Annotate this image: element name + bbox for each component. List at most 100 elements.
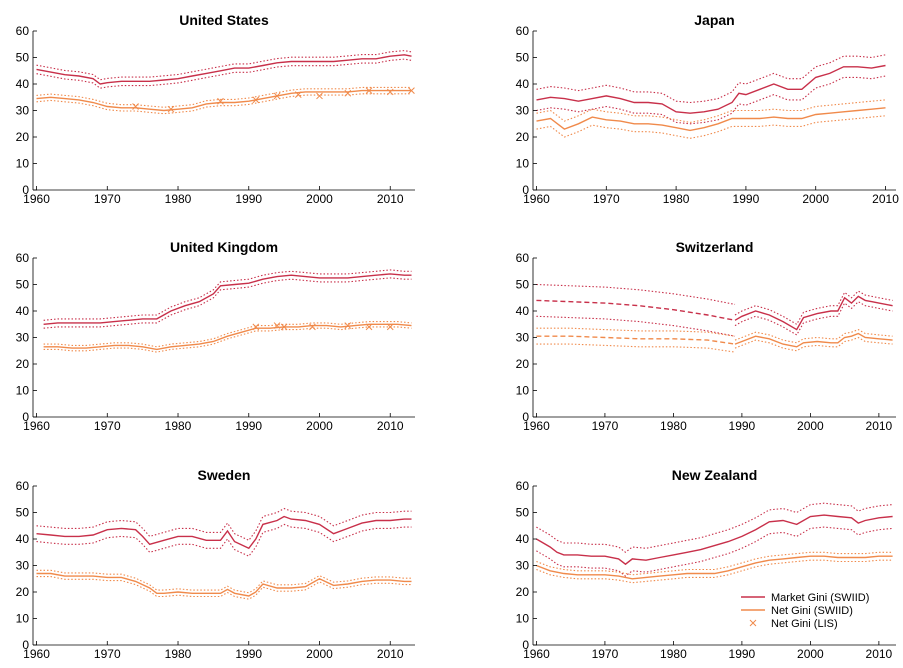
- net-gini-swiid-ci-upper: [536, 551, 893, 576]
- net-gini-swiid-ci-lower: [536, 115, 886, 139]
- y-tick-label: 30: [16, 331, 30, 345]
- y-tick-label: 20: [16, 357, 30, 371]
- net-gini-swiid-ci-lower: [36, 93, 412, 115]
- y-tick-label: 20: [16, 130, 30, 144]
- panel-switzerland: Switzerland 0 10 20 30 40 50 60 1960 1970 1980 1990…: [516, 239, 896, 433]
- lis-marker: [252, 323, 260, 331]
- lis-marker: [344, 322, 352, 329]
- x-tick-label: 1970: [94, 192, 121, 206]
- market-gini-swiid-ci-upper: [536, 502, 893, 553]
- net-gini-swiid-ci-upper: [36, 86, 412, 108]
- panel-united-states: United States 0 10 20 30 40 50 60 1960 1970 1980 19…: [16, 12, 415, 206]
- lis-marker: [273, 322, 281, 329]
- market-gini-swiid-ci-upper: [734, 290, 893, 326]
- x-tick-label: 2010: [377, 647, 404, 661]
- y-tick-label: 10: [516, 612, 530, 626]
- y-tick-label: 40: [516, 532, 530, 546]
- x-tick-label: 1970: [94, 419, 121, 433]
- panel-title: New Zealand: [672, 467, 758, 483]
- lis-marker: [344, 89, 352, 97]
- x-tick-label: 2010: [377, 419, 404, 433]
- y-tick-label: 40: [516, 77, 530, 91]
- panel-title: United Kingdom: [170, 239, 278, 255]
- y-tick-label: 50: [16, 51, 30, 65]
- x-tick-label: 2010: [866, 647, 893, 661]
- y-tick-label: 50: [516, 51, 530, 65]
- market-gini-swiid-ci-lower: [536, 75, 886, 125]
- market-gini-swiid-line: [43, 273, 412, 325]
- net-gini-swiid-line: [43, 323, 412, 351]
- panel-title: Sweden: [198, 467, 251, 483]
- y-tick-label: 50: [516, 278, 530, 292]
- y-tick-label: 0: [22, 410, 29, 424]
- lis-marker: [294, 91, 302, 98]
- y-tick-label: 20: [516, 130, 530, 144]
- x-tick-label: 2010: [866, 419, 893, 433]
- net-gini-swiid-line: [536, 555, 893, 580]
- y-tick-label: 30: [516, 559, 530, 573]
- x-tick-label: 1980: [660, 419, 687, 433]
- net-gini-swiid-line: [536, 107, 886, 132]
- market-gini-swiid-ci-upper: [36, 50, 412, 81]
- net-gini-swiid-ci-upper: [43, 321, 412, 348]
- market-gini-swiid-interpolated-ci-upper: [536, 283, 736, 305]
- x-tick-label: 1960: [523, 647, 550, 661]
- lis-marker: [408, 87, 415, 94]
- x-tick-label: 1980: [165, 647, 192, 661]
- y-tick-label: 10: [16, 384, 30, 398]
- y-tick-label: 40: [516, 304, 530, 318]
- x-tick-label: 1990: [235, 192, 262, 206]
- y-tick-label: 20: [516, 357, 530, 371]
- net-gini-swiid-ci-lower: [43, 326, 412, 353]
- x-tick-label: 2000: [306, 647, 333, 661]
- net-gini-swiid-interpolated-line: [536, 335, 736, 345]
- x-tick-label: 1990: [733, 192, 760, 206]
- lis-marker: [365, 323, 373, 331]
- y-tick-label: 40: [16, 532, 30, 546]
- market-gini-swiid-ci-upper: [43, 269, 412, 321]
- lis-marker: [386, 323, 394, 331]
- net-gini-swiid-ci-upper: [734, 328, 893, 344]
- x-tick-label: 1980: [663, 192, 690, 206]
- panel-title: United States: [179, 12, 269, 28]
- market-gini-swiid-interpolated-line: [536, 299, 736, 321]
- y-tick-label: 30: [16, 559, 30, 573]
- y-tick-label: 60: [16, 479, 30, 493]
- y-tick-label: 30: [16, 104, 30, 118]
- y-tick-label: 50: [16, 506, 30, 520]
- lis-marker: [386, 88, 394, 96]
- x-tick-label: 2000: [306, 419, 333, 433]
- x-tick-label: 1980: [165, 192, 192, 206]
- x-tick-label: 1980: [660, 647, 687, 661]
- y-tick-label: 30: [516, 331, 530, 345]
- panel-new-zealand: New Zealand 0 10 20 30 40 50 60 1960 1970 1980 1990…: [516, 467, 896, 661]
- x-tick-label: 1960: [23, 419, 50, 433]
- panel-united-kingdom: United Kingdom 0 10 20 30 40 50 60 1960 1970 1980 1…: [16, 239, 415, 433]
- y-tick-label: 30: [516, 104, 530, 118]
- x-tick-label: 1990: [235, 647, 262, 661]
- y-tick-label: 0: [522, 183, 529, 197]
- y-tick-label: 0: [522, 638, 529, 652]
- legend: Market Gini (SWIID)Net Gini (SWIID)Net G…: [741, 592, 869, 630]
- y-tick-label: 20: [516, 585, 530, 599]
- lis-marker: [316, 92, 323, 100]
- x-tick-label: 2000: [802, 192, 829, 206]
- x-tick-label: 2000: [306, 192, 333, 206]
- y-tick-label: 60: [516, 251, 530, 265]
- x-tick-label: 2010: [872, 192, 899, 206]
- x-tick-label: 2000: [797, 647, 824, 661]
- lis-marker: [309, 323, 316, 331]
- market-gini-swiid-ci-lower: [36, 58, 412, 89]
- y-tick-label: 10: [516, 157, 530, 171]
- x-tick-label: 1960: [23, 647, 50, 661]
- y-tick-label: 60: [16, 251, 30, 265]
- lis-marker: [365, 87, 373, 94]
- market-gini-swiid-line: [536, 64, 886, 114]
- market-gini-swiid-line: [36, 515, 412, 550]
- y-tick-label: 20: [16, 585, 30, 599]
- x-tick-label: 2000: [797, 419, 824, 433]
- net-gini-swiid-interpolated-ci-upper: [536, 327, 736, 337]
- y-tick-label: 10: [516, 384, 530, 398]
- market-gini-swiid-line: [536, 514, 893, 566]
